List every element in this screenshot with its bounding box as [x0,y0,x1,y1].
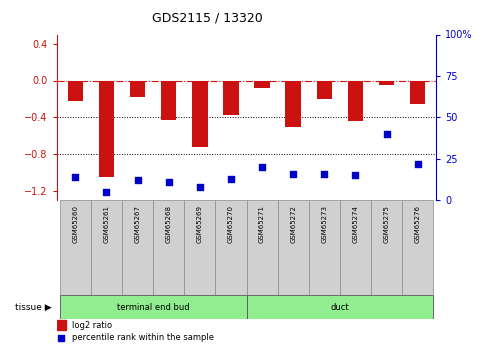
Bar [223,80,239,116]
Bar [402,200,433,295]
Point [196,184,204,190]
Point [165,179,173,185]
Point [134,177,141,183]
Text: GSM65274: GSM65274 [352,205,358,243]
Bar [192,80,208,147]
Bar [60,295,246,319]
Bar [161,80,176,120]
Text: GSM65272: GSM65272 [290,205,296,243]
Bar [122,200,153,295]
Point [320,171,328,176]
Text: tissue ▶: tissue ▶ [15,303,52,312]
Bar [285,80,301,127]
Bar [184,200,215,295]
Bar [371,200,402,295]
Bar [348,80,363,121]
Text: GSM65271: GSM65271 [259,205,265,243]
Bar [99,80,114,177]
Bar [309,200,340,295]
Point [414,161,422,166]
Text: GSM65275: GSM65275 [384,205,389,243]
Bar [215,200,246,295]
Point [383,131,390,137]
Bar [57,321,66,330]
Bar [246,295,433,319]
Bar [340,200,371,295]
Bar [60,200,91,295]
Text: GSM65270: GSM65270 [228,205,234,243]
Text: GSM65267: GSM65267 [135,205,141,243]
Point [352,172,359,178]
Point [227,176,235,181]
Bar [254,80,270,88]
Text: GSM65261: GSM65261 [104,205,109,243]
Text: GSM65268: GSM65268 [166,205,172,243]
Bar [278,200,309,295]
Bar [153,200,184,295]
Point [258,164,266,170]
Bar [410,80,425,104]
Text: GSM65273: GSM65273 [321,205,327,243]
Text: duct: duct [330,303,349,312]
Text: percentile rank within the sample: percentile rank within the sample [72,333,214,342]
Point [103,189,110,195]
Point [289,171,297,176]
Text: terminal end bud: terminal end bud [117,303,189,312]
Text: GSM65260: GSM65260 [72,205,78,243]
Text: log2 ratio: log2 ratio [72,321,112,330]
Bar [317,80,332,99]
Text: GSM65269: GSM65269 [197,205,203,243]
Bar [68,80,83,101]
Bar [379,80,394,85]
Point [58,335,66,340]
Bar [130,80,145,97]
Point [71,174,79,180]
Bar [91,200,122,295]
Text: GDS2115 / 13320: GDS2115 / 13320 [152,11,262,24]
Text: GSM65276: GSM65276 [415,205,421,243]
Bar [246,200,278,295]
